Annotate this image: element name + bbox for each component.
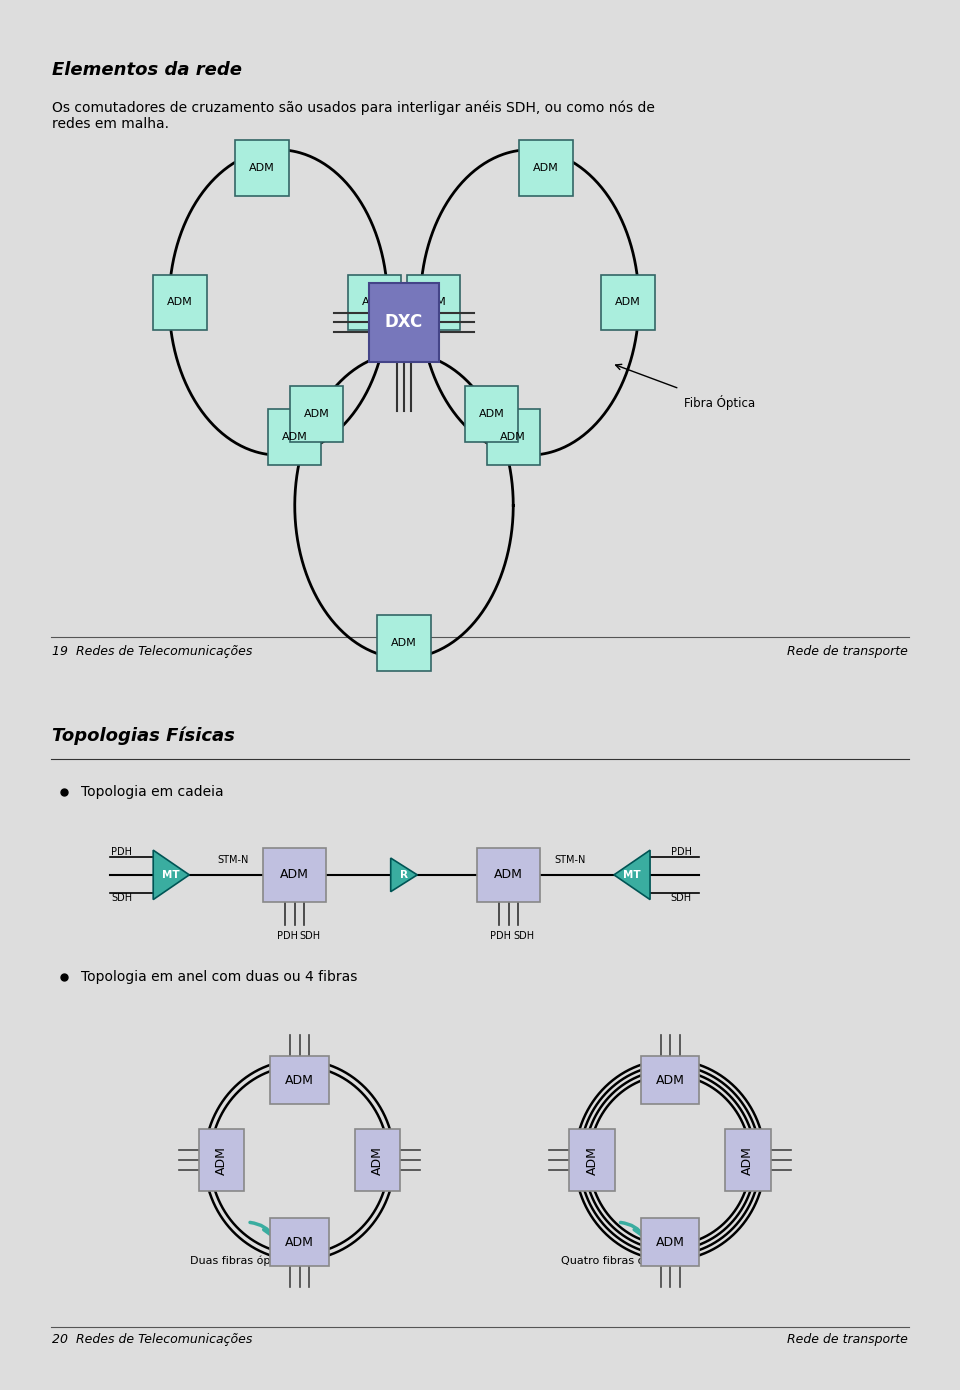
Polygon shape [391,858,418,891]
FancyBboxPatch shape [725,1129,771,1191]
Text: PDH: PDH [111,847,132,856]
Text: ADM: ADM [494,869,523,881]
Text: DXC: DXC [385,313,423,331]
Text: SDH: SDH [300,931,321,941]
FancyBboxPatch shape [487,409,540,464]
Text: ADM: ADM [656,1073,684,1087]
FancyBboxPatch shape [270,1056,329,1104]
FancyBboxPatch shape [268,409,322,464]
FancyBboxPatch shape [477,848,540,902]
Text: ADM: ADM [371,1145,384,1175]
Text: SDH: SDH [111,892,132,904]
Text: Quatro fibras ópticas: Quatro fibras ópticas [561,1255,678,1266]
FancyBboxPatch shape [369,282,439,363]
Text: MT: MT [162,870,180,880]
FancyBboxPatch shape [354,1129,400,1191]
FancyBboxPatch shape [199,1129,245,1191]
Text: ADM: ADM [285,1236,314,1248]
FancyBboxPatch shape [154,275,206,331]
Text: MT: MT [623,870,641,880]
Text: ADM: ADM [478,409,504,418]
Text: ADM: ADM [533,163,559,174]
Text: ADM: ADM [280,869,309,881]
Text: 19  Redes de Telecomunicações: 19 Redes de Telecomunicações [53,645,252,657]
FancyBboxPatch shape [569,1129,615,1191]
Text: ADM: ADM [303,409,329,418]
Text: ADM: ADM [500,432,526,442]
FancyBboxPatch shape [377,614,431,671]
Text: Elementos da rede: Elementos da rede [53,61,243,79]
Text: ADM: ADM [167,297,193,307]
Text: Duas fibras ópticas: Duas fibras ópticas [190,1255,297,1266]
FancyBboxPatch shape [348,275,401,331]
Text: Rede de transporte: Rede de transporte [786,1333,907,1347]
Text: ADM: ADM [586,1145,599,1175]
Text: Topologia em anel com duas ou 4 fibras: Topologia em anel com duas ou 4 fibras [81,970,357,984]
Text: PDH: PDH [276,931,298,941]
FancyBboxPatch shape [640,1218,700,1266]
FancyBboxPatch shape [290,386,344,442]
Text: Topologia em cadeia: Topologia em cadeia [81,785,224,799]
FancyBboxPatch shape [601,275,655,331]
Text: Topologias Físicas: Topologias Físicas [53,727,235,745]
Text: 20  Redes de Telecomunicações: 20 Redes de Telecomunicações [53,1333,252,1347]
Text: SDH: SDH [671,892,692,904]
Text: ADM: ADM [249,163,275,174]
Polygon shape [614,851,650,899]
Text: ADM: ADM [420,297,446,307]
Text: STM-N: STM-N [217,855,249,865]
Polygon shape [154,851,189,899]
Text: ADM: ADM [656,1236,684,1248]
Text: PDH: PDH [671,847,692,856]
FancyBboxPatch shape [270,1218,329,1266]
FancyBboxPatch shape [519,140,572,196]
Text: SDH: SDH [514,931,535,941]
Text: ADM: ADM [741,1145,755,1175]
Text: STM-N: STM-N [555,855,586,865]
FancyBboxPatch shape [235,140,289,196]
FancyBboxPatch shape [263,848,326,902]
Text: Os comutadores de cruzamento são usados para interligar anéis SDH, ou como nós d: Os comutadores de cruzamento são usados … [53,100,656,131]
Text: Rede de transporte: Rede de transporte [786,645,907,657]
FancyBboxPatch shape [640,1056,700,1104]
Text: PDH: PDH [491,931,512,941]
Text: ADM: ADM [615,297,641,307]
Text: R: R [400,870,408,880]
Text: ADM: ADM [391,638,417,648]
Text: Fibra Óptica: Fibra Óptica [684,395,756,410]
Text: ADM: ADM [285,1073,314,1087]
Text: ADM: ADM [215,1145,228,1175]
FancyBboxPatch shape [465,386,518,442]
Text: ADM: ADM [282,432,307,442]
Text: ADM: ADM [362,297,388,307]
FancyBboxPatch shape [407,275,460,331]
